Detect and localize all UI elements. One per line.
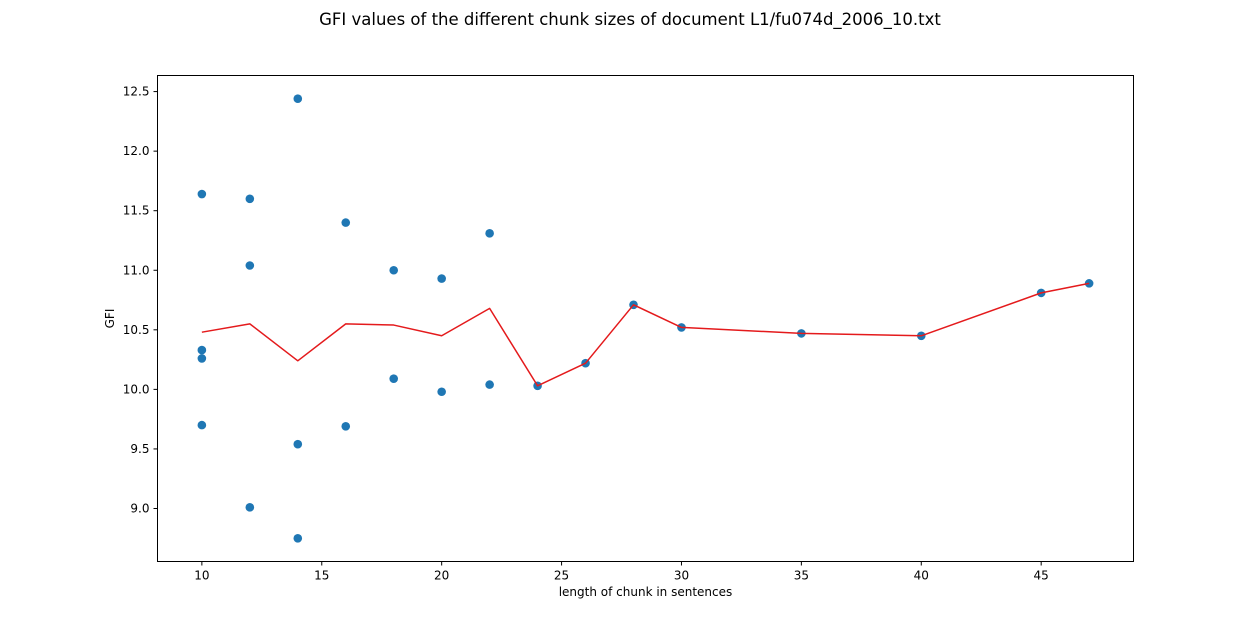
scatter-point: [341, 218, 351, 227]
y-tick-label: 10.5: [123, 323, 150, 337]
scatter-point: [389, 374, 399, 383]
y-tick-label: 11.5: [123, 204, 150, 218]
scatter-point: [485, 229, 494, 238]
y-axis-label: GFI: [103, 309, 117, 329]
scatter-point: [197, 420, 207, 430]
scatter-point: [197, 354, 207, 363]
scatter-points-layer: [197, 94, 1094, 543]
scatter-point: [437, 274, 446, 283]
scatter-point: [245, 194, 255, 204]
mean-line-layer: [201, 282, 1090, 387]
x-tick-label: 40: [914, 569, 929, 583]
scatter-point: [293, 439, 303, 449]
y-tick-label: 9.5: [130, 442, 149, 456]
scatter-point: [293, 94, 303, 104]
y-tick-label: 12.0: [123, 144, 150, 158]
x-tick-label: 20: [434, 569, 449, 583]
x-tick-label: 15: [314, 569, 329, 583]
x-axis: 10 15 20 25 30 35 40 45: [194, 561, 1049, 583]
scatter-point: [245, 503, 255, 512]
y-tick-label: 9.0: [130, 501, 149, 515]
x-tick-label: 30: [674, 569, 689, 583]
x-tick-label: 10: [194, 569, 209, 583]
x-tick-label: 25: [554, 569, 569, 583]
plot-area-frame: [157, 75, 1134, 562]
scatter-point: [437, 387, 446, 397]
scatter-point: [341, 422, 351, 431]
x-tick-label: 45: [1034, 569, 1049, 583]
scatter-point: [197, 345, 207, 355]
x-axis-label: length of chunk in sentences: [559, 585, 733, 599]
scatter-point: [389, 265, 399, 275]
y-axis: 9.0 9.5 10.0 10.5 11.0 11.5 12.0 12.5: [123, 85, 158, 515]
x-tick-label: 35: [794, 569, 809, 583]
y-tick-label: 11.0: [123, 263, 150, 277]
y-tick-label: 12.5: [123, 85, 150, 99]
scatter-point: [293, 533, 303, 543]
y-tick-label: 10.0: [123, 382, 150, 396]
mean-line: [201, 282, 1090, 387]
scatter-point: [485, 380, 494, 389]
scatter-point: [245, 261, 255, 270]
scatter-point: [197, 189, 207, 199]
chart-title: GFI values of the different chunk sizes …: [319, 10, 941, 30]
